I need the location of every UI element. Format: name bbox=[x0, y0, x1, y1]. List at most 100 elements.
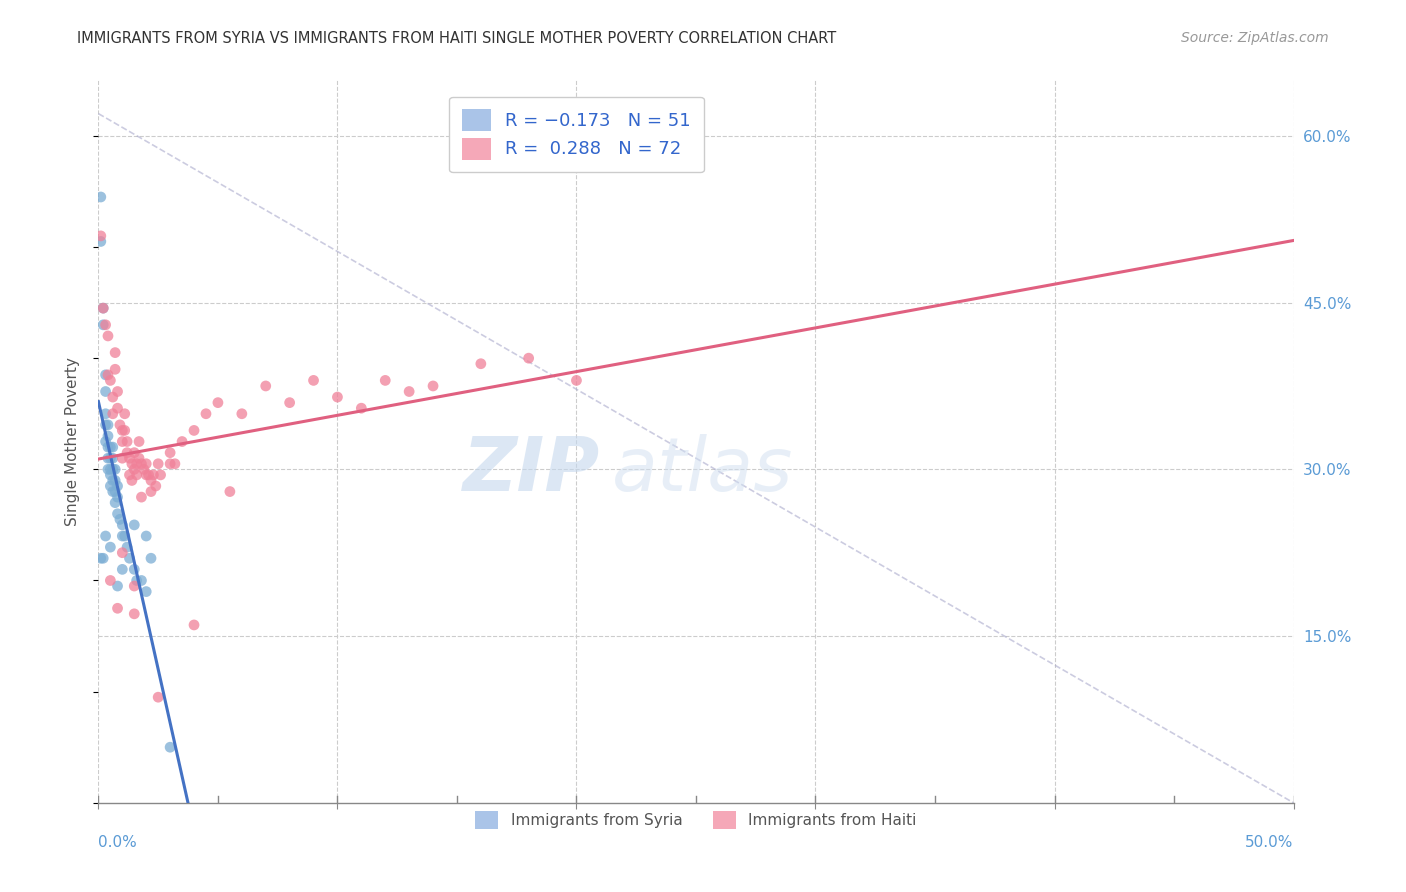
Point bbox=[111, 451, 134, 466]
Point bbox=[125, 457, 148, 471]
Point bbox=[101, 484, 124, 499]
Point bbox=[90, 190, 112, 204]
Point bbox=[124, 445, 146, 459]
Text: 50.0%: 50.0% bbox=[1246, 836, 1294, 850]
Point bbox=[104, 484, 127, 499]
Point bbox=[125, 574, 148, 588]
Point bbox=[101, 440, 124, 454]
Point bbox=[94, 368, 117, 382]
Point bbox=[118, 451, 141, 466]
Point bbox=[107, 507, 129, 521]
Point bbox=[118, 551, 141, 566]
Point bbox=[111, 529, 134, 543]
Point bbox=[118, 467, 141, 482]
Point bbox=[111, 517, 134, 532]
Point bbox=[107, 601, 129, 615]
Point bbox=[145, 479, 167, 493]
Point bbox=[91, 301, 114, 315]
Point bbox=[101, 390, 124, 404]
Point bbox=[104, 362, 127, 376]
Point bbox=[115, 445, 138, 459]
Point bbox=[91, 551, 114, 566]
Point bbox=[97, 429, 120, 443]
Point bbox=[108, 512, 131, 526]
Point bbox=[94, 529, 117, 543]
Point bbox=[98, 574, 122, 588]
Point bbox=[142, 467, 165, 482]
Point bbox=[101, 474, 124, 488]
Point bbox=[90, 235, 112, 249]
Point bbox=[101, 462, 124, 476]
Point bbox=[470, 357, 492, 371]
Point bbox=[90, 551, 112, 566]
Point bbox=[94, 384, 117, 399]
Point bbox=[98, 467, 122, 482]
Point bbox=[107, 579, 129, 593]
Text: atlas: atlas bbox=[613, 434, 794, 507]
Point bbox=[124, 517, 146, 532]
Point bbox=[91, 301, 114, 315]
Point bbox=[163, 457, 186, 471]
Point bbox=[517, 351, 540, 366]
Point bbox=[148, 457, 170, 471]
Point bbox=[132, 462, 155, 476]
Point bbox=[124, 607, 146, 621]
Point bbox=[398, 384, 420, 399]
Point bbox=[350, 401, 373, 416]
Point bbox=[101, 407, 124, 421]
Point bbox=[422, 379, 444, 393]
Point bbox=[207, 395, 229, 409]
Point bbox=[108, 417, 131, 432]
Point bbox=[97, 462, 120, 476]
Point bbox=[97, 440, 120, 454]
Point bbox=[159, 457, 181, 471]
Point bbox=[195, 407, 218, 421]
Point bbox=[98, 540, 122, 554]
Point bbox=[97, 451, 120, 466]
Point bbox=[115, 434, 138, 449]
Point bbox=[115, 540, 138, 554]
Text: IMMIGRANTS FROM SYRIA VS IMMIGRANTS FROM HAITI SINGLE MOTHER POVERTY CORRELATION: IMMIGRANTS FROM SYRIA VS IMMIGRANTS FROM… bbox=[77, 31, 837, 46]
Point bbox=[183, 424, 205, 438]
Point bbox=[254, 379, 277, 393]
Point bbox=[91, 318, 114, 332]
Point bbox=[101, 451, 124, 466]
Point bbox=[107, 384, 129, 399]
Point bbox=[159, 740, 181, 755]
Point bbox=[231, 407, 253, 421]
Point bbox=[121, 474, 143, 488]
Point bbox=[172, 434, 194, 449]
Point bbox=[139, 474, 162, 488]
Point bbox=[111, 434, 134, 449]
Point bbox=[97, 329, 120, 343]
Point bbox=[94, 417, 117, 432]
Point bbox=[111, 546, 134, 560]
Legend: Immigrants from Syria, Immigrants from Haiti: Immigrants from Syria, Immigrants from H… bbox=[467, 802, 925, 838]
Point bbox=[219, 484, 242, 499]
Y-axis label: Single Mother Poverty: Single Mother Poverty bbox=[65, 357, 80, 526]
Point bbox=[131, 490, 153, 504]
Point bbox=[128, 451, 150, 466]
Point bbox=[124, 562, 146, 576]
Point bbox=[114, 424, 136, 438]
Point bbox=[98, 373, 122, 387]
Point bbox=[114, 529, 136, 543]
Text: Source: ZipAtlas.com: Source: ZipAtlas.com bbox=[1181, 31, 1329, 45]
Point bbox=[148, 690, 170, 705]
Point bbox=[121, 457, 143, 471]
Point bbox=[114, 407, 136, 421]
Point bbox=[159, 445, 181, 459]
Point bbox=[135, 529, 157, 543]
Point bbox=[374, 373, 396, 387]
Point bbox=[302, 373, 325, 387]
Point bbox=[138, 467, 160, 482]
Point bbox=[183, 618, 205, 632]
Point bbox=[104, 462, 127, 476]
Point bbox=[104, 496, 127, 510]
Point bbox=[90, 228, 112, 243]
Point bbox=[98, 462, 122, 476]
Point bbox=[98, 440, 122, 454]
Point bbox=[565, 373, 588, 387]
Point bbox=[94, 318, 117, 332]
Point bbox=[124, 579, 146, 593]
